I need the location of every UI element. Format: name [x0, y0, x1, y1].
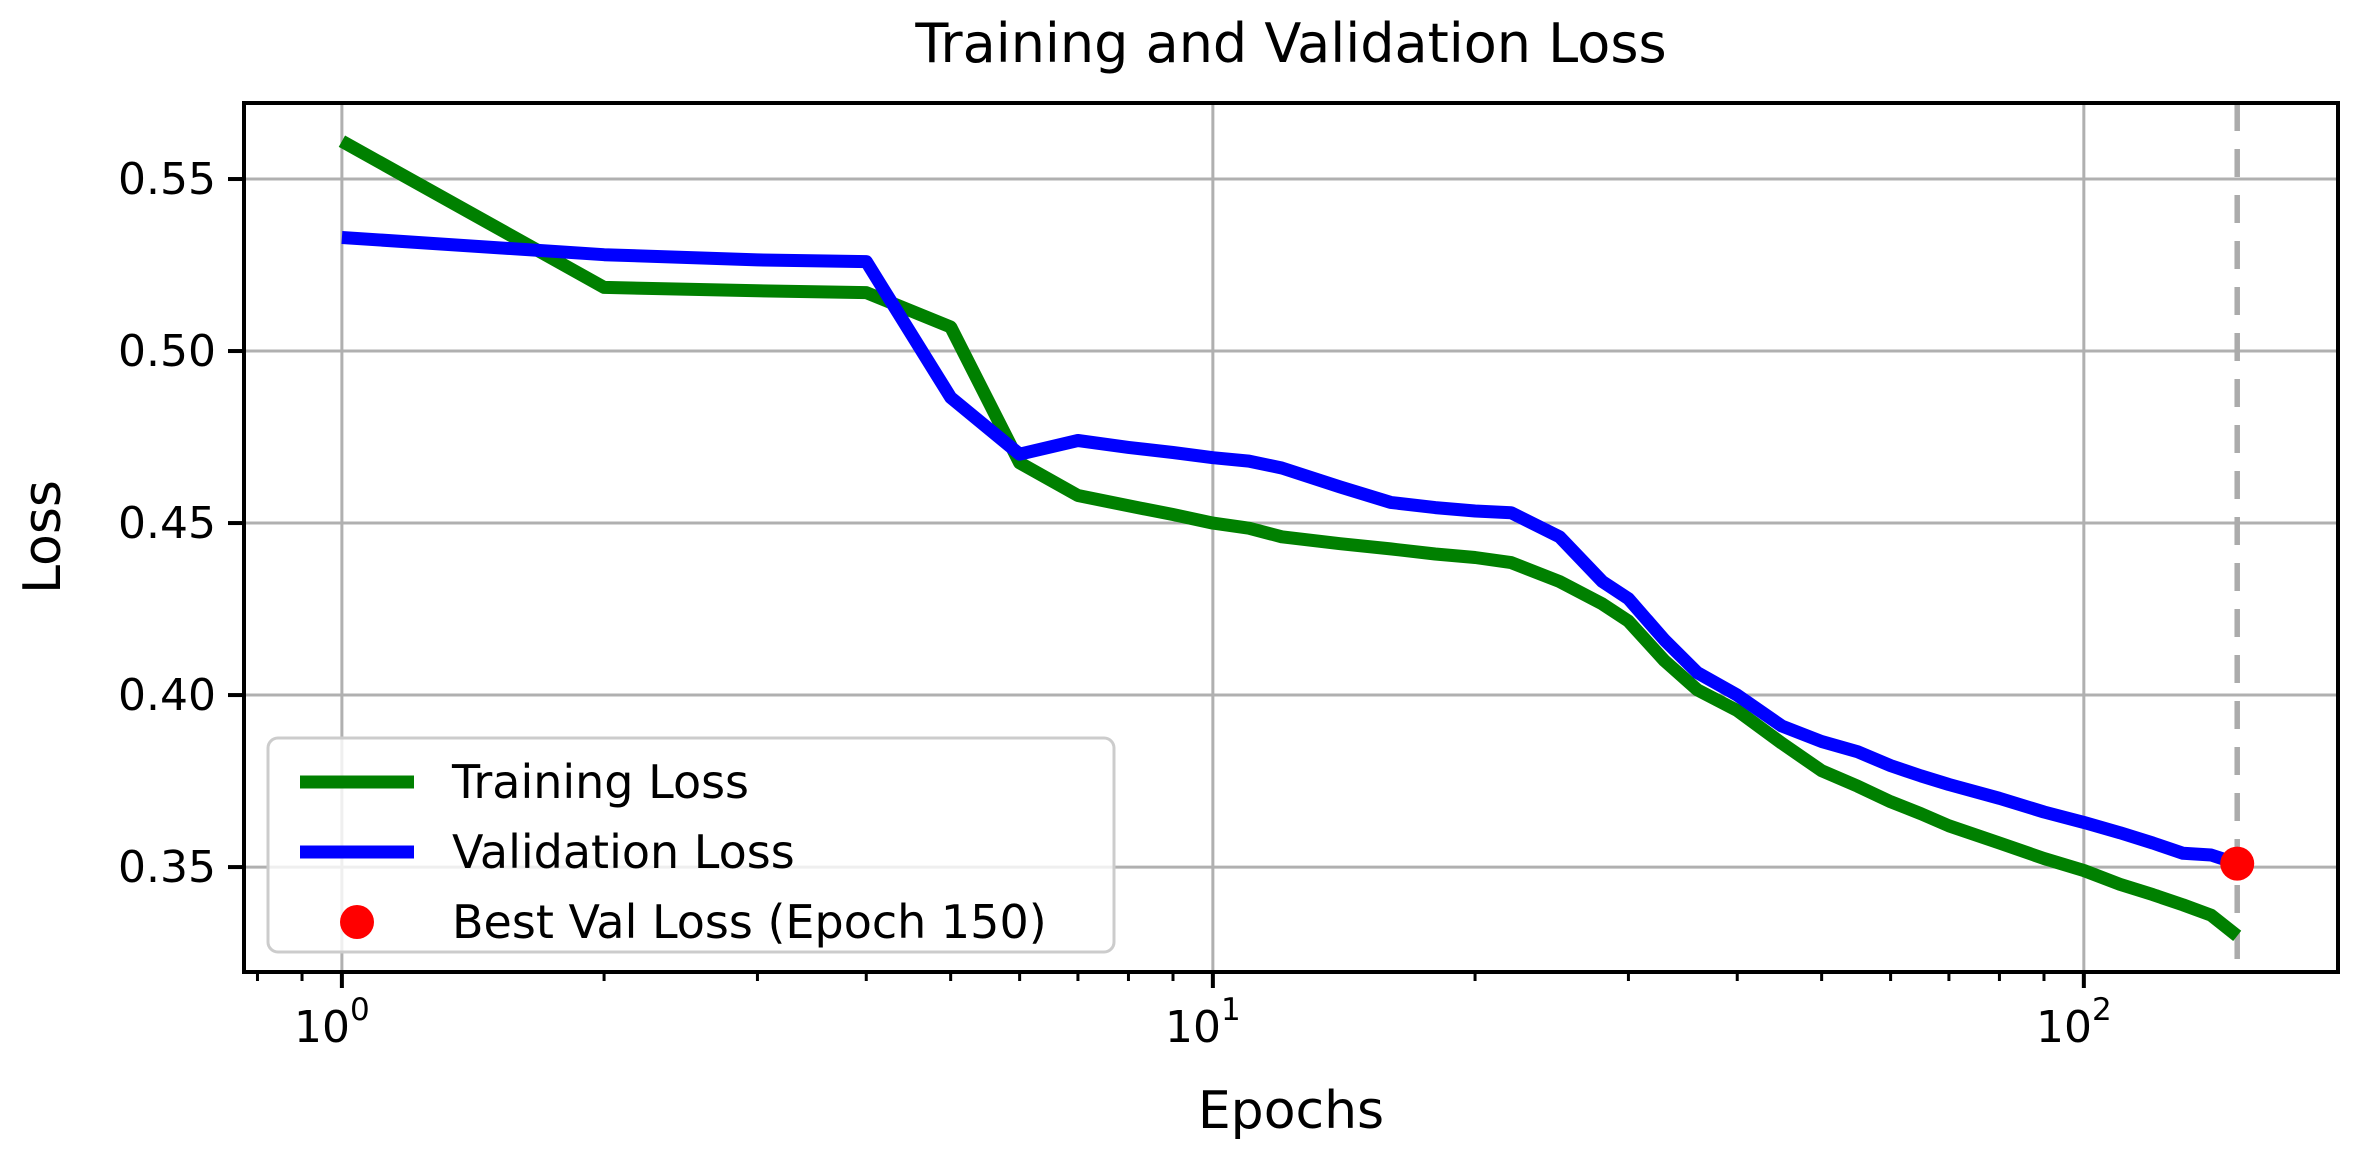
loss-curves	[338, 135, 2242, 941]
legend: Training Loss Validation Loss Best Val L…	[266, 736, 1116, 954]
x-axis-label: Epochs	[1198, 1081, 1384, 1141]
y-axis-label: Loss	[13, 480, 73, 594]
validation-loss-line	[341, 231, 2240, 870]
legend-label-best-val: Best Val Loss (Epoch 150)	[452, 895, 1047, 949]
legend-box	[266, 736, 1116, 954]
best-val-loss-dot	[2220, 846, 2255, 881]
legend-best-point-marker	[340, 905, 374, 939]
x-tick-label: 101	[1165, 992, 1241, 1053]
legend-label-validation: Validation Loss	[452, 825, 795, 879]
best-val-loss-point	[2220, 846, 2255, 881]
plot-border-spines	[242, 101, 2340, 974]
x-tick-label: 102	[2036, 992, 2112, 1053]
axis-tick-labels: 0.35 0.40 0.45 0.50 0.55 100 101 102	[118, 154, 2112, 1053]
training-loss-line	[338, 135, 2242, 941]
y-tick-label: 0.35	[118, 842, 216, 893]
axis-ticks	[228, 177, 2086, 988]
y-tick-label: 0.45	[118, 498, 216, 549]
x-tick-label: 100	[294, 992, 370, 1053]
chart-title: Training and Validation Loss	[914, 12, 1666, 75]
y-tick-label: 0.55	[118, 154, 216, 205]
legend-label-training: Training Loss	[451, 755, 749, 809]
y-tick-label: 0.40	[118, 670, 216, 721]
y-tick-label: 0.50	[118, 326, 216, 377]
